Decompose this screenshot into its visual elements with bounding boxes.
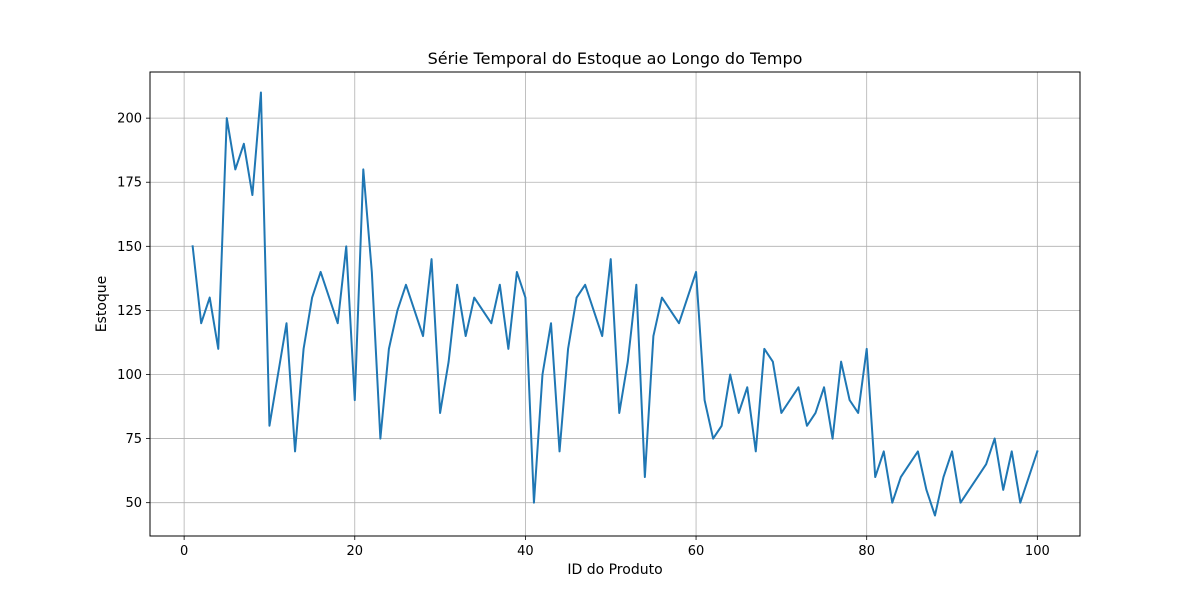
y-tick-label: 125	[117, 304, 142, 319]
x-tick-label: 0	[180, 544, 188, 559]
y-tick-label: 150	[117, 240, 142, 255]
x-axis-label: ID do Produto	[567, 562, 662, 578]
grid-lines	[150, 72, 1080, 536]
y-tick-label: 175	[117, 176, 142, 191]
chart-title: Série Temporal do Estoque ao Longo do Te…	[428, 49, 803, 68]
y-tick-label: 75	[125, 432, 142, 447]
y-tick-label: 50	[125, 496, 142, 511]
x-tick-label: 80	[858, 544, 875, 559]
plot-area-frame	[149, 71, 1081, 537]
x-tick-label: 40	[517, 544, 534, 559]
y-tick-label: 200	[117, 112, 142, 127]
series-layer	[191, 91, 1039, 517]
x-tick-label: 60	[688, 544, 705, 559]
y-tick-label: 100	[117, 368, 142, 383]
axis-ticks: 0 20 40 60 80 100 50 75 100 125 150 175 200	[117, 112, 1050, 559]
series-line	[191, 91, 1039, 517]
x-tick-label: 20	[346, 544, 363, 559]
y-axis-label: Estoque	[94, 276, 110, 333]
x-tick-label: 100	[1025, 544, 1050, 559]
